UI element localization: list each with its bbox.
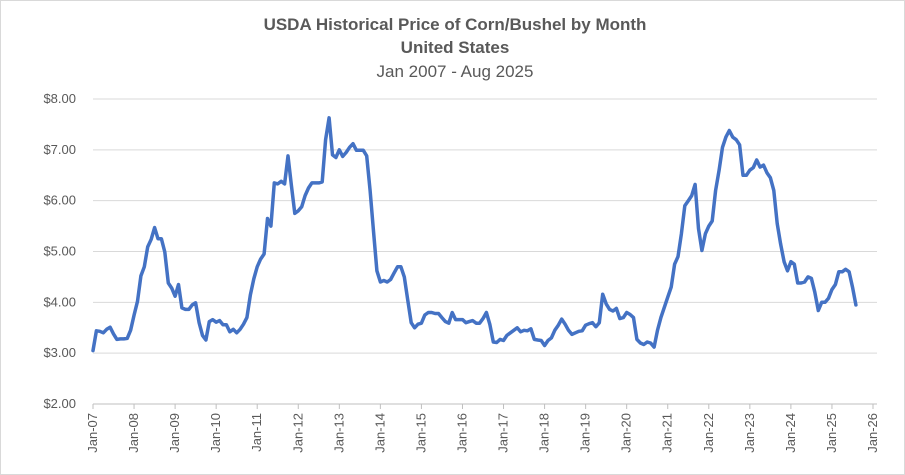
x-tick-label: Jan-15 <box>413 413 428 453</box>
y-tick-label: $3.00 <box>43 345 76 360</box>
chart-title-line2: United States <box>401 38 510 57</box>
x-tick-label: Jan-07 <box>85 413 100 453</box>
x-tick-label: Jan-19 <box>578 413 593 453</box>
x-tick-label: Jan-14 <box>372 413 387 453</box>
x-tick-label: Jan-25 <box>824 413 839 453</box>
x-tick-label: Jan-18 <box>537 413 552 453</box>
x-tick-label: Jan-11 <box>249 413 264 452</box>
x-tick-label: Jan-22 <box>701 413 716 453</box>
x-tick-label: Jan-20 <box>619 413 634 453</box>
price-series-line <box>91 116 858 353</box>
x-tick-label: Jan-10 <box>208 413 223 453</box>
y-tick-label: $8.00 <box>43 91 76 106</box>
x-tick-label: Jan-12 <box>290 413 305 453</box>
chart-subtitle: Jan 2007 - Aug 2025 <box>377 62 534 81</box>
x-tick-label: Jan-13 <box>331 413 346 453</box>
x-tick-label: Jan-24 <box>783 413 798 453</box>
x-tick-label: Jan-08 <box>126 413 141 453</box>
x-tick-label: Jan-09 <box>167 413 182 453</box>
x-tick-label: Jan-21 <box>660 413 675 453</box>
x-tick-label: Jan-26 <box>865 413 880 453</box>
y-tick-label: $2.00 <box>43 396 76 411</box>
x-tick-label: Jan-16 <box>454 413 469 453</box>
y-tick-label: $7.00 <box>43 142 76 157</box>
y-tick-label: $5.00 <box>43 244 76 259</box>
chart-title: USDA Historical Price of Corn/Bushel by … <box>264 15 647 34</box>
y-tick-label: $4.00 <box>43 294 76 309</box>
x-tick-label: Jan-23 <box>742 413 757 453</box>
x-tick-label: Jan-17 <box>496 413 511 453</box>
y-tick-label: $6.00 <box>43 193 76 208</box>
